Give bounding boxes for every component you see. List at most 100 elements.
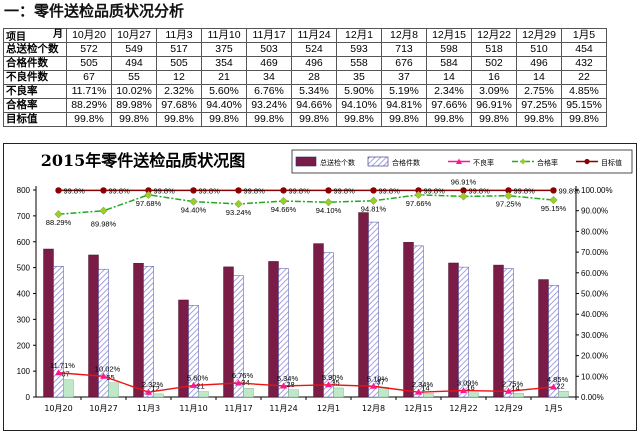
defect-count-label: 35 bbox=[331, 378, 339, 387]
bar-pass bbox=[368, 221, 379, 398]
bar-defect-count bbox=[63, 379, 74, 398]
y-left-tick-label: 200 bbox=[17, 341, 31, 350]
x-tick-label: 11月10 bbox=[179, 404, 207, 413]
legend-marker bbox=[584, 158, 590, 165]
table-cell: 99.8% bbox=[561, 112, 607, 127]
bar-defect-count bbox=[378, 387, 389, 398]
table-cell: 454 bbox=[561, 42, 607, 57]
pass-rate-label: 95.15% bbox=[541, 204, 567, 213]
bar-total bbox=[403, 242, 414, 398]
legend-label: 不良率 bbox=[473, 158, 494, 167]
x-tick-label: 11月3 bbox=[137, 404, 160, 413]
y-left-tick-label: 100 bbox=[17, 367, 31, 376]
bar-defect-count bbox=[243, 388, 254, 398]
defect-rate-line bbox=[58, 372, 554, 393]
y-right-tick-label: 60.00% bbox=[581, 269, 608, 278]
y-right-tick-label: 50.00% bbox=[581, 290, 608, 299]
table-cell: 97.25% bbox=[516, 98, 562, 113]
pass-rate-point bbox=[459, 192, 468, 201]
legend-label: 合格件数 bbox=[392, 158, 420, 167]
pass-rate-point bbox=[324, 198, 333, 207]
defect-count-label: 28 bbox=[286, 380, 294, 389]
table-date-header: 10月27 bbox=[111, 28, 157, 43]
legend-label: 总送检个数 bbox=[320, 158, 355, 167]
table-row: 合格件数 505 494 505 354 469 496 558 676 584 502 496 432 bbox=[3, 56, 607, 71]
bar-total bbox=[43, 248, 54, 398]
chart-frame bbox=[3, 143, 637, 431]
table-cell: 503 bbox=[246, 42, 292, 57]
legend-label: 合格率 bbox=[537, 158, 558, 167]
target-value-label: 99.8% bbox=[109, 186, 131, 195]
table-cell: 99.8% bbox=[66, 112, 112, 127]
pass-rate-line bbox=[58, 194, 554, 215]
defect-rate-point bbox=[100, 372, 107, 379]
pass-rate-point bbox=[279, 196, 288, 206]
defect-rate-label: 3.09% bbox=[457, 379, 479, 388]
bar-total bbox=[133, 263, 144, 398]
bar-defect-count bbox=[513, 393, 524, 398]
x-tick-label: 1月5 bbox=[544, 404, 562, 413]
defect-rate-label: 5.34% bbox=[277, 374, 299, 383]
target-value-label: 99.8% bbox=[379, 186, 401, 195]
table-date-header: 12月29 bbox=[516, 28, 562, 43]
target-value-label: 99.8% bbox=[424, 186, 446, 195]
table-cell: 94.81% bbox=[381, 98, 427, 113]
target-point bbox=[145, 187, 152, 194]
pass-rate-label: 96.91% bbox=[451, 177, 477, 186]
x-tick-label: 10月27 bbox=[89, 404, 117, 413]
table-row: 目标值 99.8% 99.8% 99.8% 99.8% 99.8% 99.8% 99.8% 99… bbox=[3, 112, 607, 127]
bar-total bbox=[358, 212, 369, 398]
target-point bbox=[100, 187, 107, 194]
table-cell: 94.10% bbox=[336, 98, 382, 113]
table-cell: 517 bbox=[156, 42, 202, 57]
defect-count-label: 55 bbox=[106, 373, 114, 382]
target-point bbox=[460, 187, 467, 194]
y-right-tick-label: 80.00% bbox=[581, 227, 608, 236]
y-left-tick-label: 500 bbox=[17, 264, 31, 273]
legend-swatch bbox=[367, 156, 389, 167]
table-cell: 89.98% bbox=[111, 98, 157, 113]
pass-rate-label: 94.40% bbox=[181, 206, 207, 215]
pass-rate-label: 97.66% bbox=[406, 199, 432, 208]
table-row-label: 总送检个数 bbox=[3, 42, 67, 57]
defect-rate-point bbox=[370, 382, 377, 389]
defect-rate-label: 2.34% bbox=[412, 380, 434, 389]
y-left-tick-label: 0 bbox=[26, 393, 31, 402]
bar-defect-count bbox=[333, 387, 344, 398]
target-value-label: 99.8% bbox=[199, 186, 221, 195]
table-date-header: 12月15 bbox=[426, 28, 472, 43]
defect-rate-point bbox=[460, 387, 467, 394]
table-cell: 99.8% bbox=[471, 112, 517, 127]
defect-count-label: 21 bbox=[196, 382, 204, 391]
y-right-tick-label: 0.00% bbox=[581, 393, 604, 402]
pass-rate-point bbox=[189, 197, 198, 206]
target-value-label: 99.8% bbox=[334, 186, 356, 195]
pass-rate-label: 89.98% bbox=[91, 220, 117, 229]
defect-rate-point bbox=[235, 379, 242, 386]
bar-pass bbox=[233, 275, 244, 398]
bar-total bbox=[493, 264, 504, 398]
bar-pass bbox=[413, 245, 424, 398]
bar-pass bbox=[98, 268, 109, 398]
table-cell: 5.19% bbox=[381, 84, 427, 99]
pass-rate-label: 93.24% bbox=[226, 208, 252, 217]
bar-pass bbox=[323, 252, 334, 398]
defect-count-label: 67 bbox=[61, 370, 69, 379]
target-value-label: 99.8% bbox=[154, 186, 176, 195]
y-right-tick-label: 20.00% bbox=[581, 352, 608, 361]
target-value-label: 99.8% bbox=[559, 186, 581, 195]
table-cell: 505 bbox=[66, 56, 112, 71]
defect-rate-point bbox=[415, 388, 422, 395]
x-tick-label: 12月1 bbox=[317, 404, 340, 413]
x-tick-label: 11月17 bbox=[224, 404, 252, 413]
y-left-tick-label: 600 bbox=[17, 238, 31, 247]
table-cell: 354 bbox=[201, 56, 247, 71]
x-tick-label: 11月24 bbox=[269, 404, 297, 413]
table-cell: 99.8% bbox=[111, 112, 157, 127]
bar-total bbox=[448, 262, 459, 398]
legend-marker bbox=[520, 158, 526, 165]
table-row-label: 目标值 bbox=[3, 112, 67, 127]
table-date-header: 12月1 bbox=[336, 28, 382, 43]
table-cell: 375 bbox=[201, 42, 247, 57]
pass-rate-point bbox=[234, 199, 243, 209]
